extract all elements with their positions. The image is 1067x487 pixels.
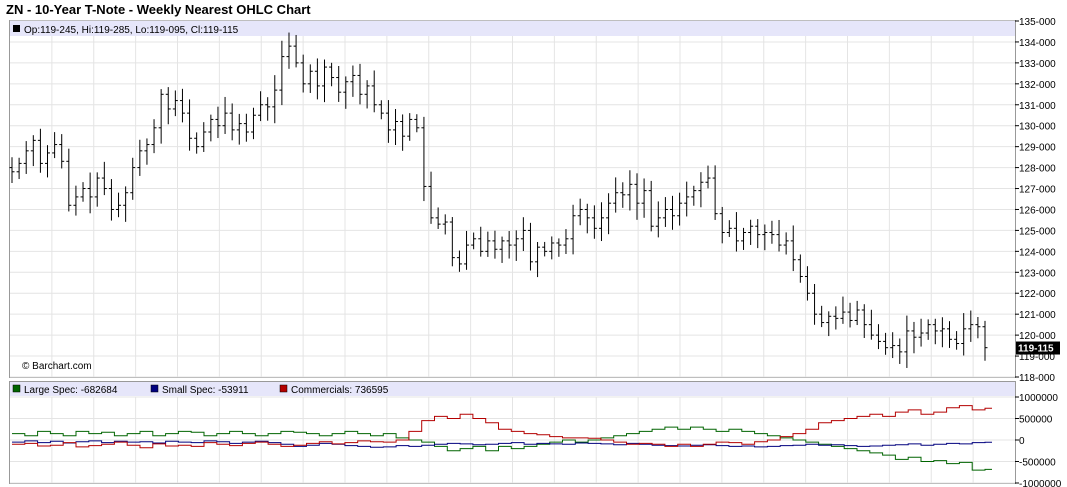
last-price-tag: [1016, 341, 1060, 355]
cot-lines: [12, 405, 992, 471]
small-spec-line: [12, 440, 992, 448]
cot-tick-label: -500000: [1019, 458, 1056, 469]
price-y-axis: 118-000 119-000 120-000 121-000 122-000 123-0…: [1015, 17, 1056, 384]
commercials-line: [12, 405, 992, 449]
price-tick-label: 122-000: [1019, 289, 1056, 300]
cot-legend-band: [10, 382, 1015, 396]
price-tick-label: 125-000: [1019, 226, 1056, 237]
price-tick-label: 132-000: [1019, 80, 1056, 91]
cot-legend-label: Large Spec: -682684: [24, 385, 118, 396]
price-tick-label: 127-000: [1019, 185, 1056, 196]
chart-title: ZN - 10-Year T-Note - Weekly Nearest OHL…: [6, 2, 311, 17]
price-tick-label: 126-000: [1019, 205, 1056, 216]
price-tick-label: 134-000: [1019, 38, 1056, 49]
copyright-text: © Barchart.com: [22, 361, 92, 372]
cot-tick-label: 500000: [1019, 415, 1053, 426]
last-price-label: 119-115: [1018, 344, 1054, 355]
price-legend-swatch: [13, 25, 20, 32]
cot-legend-label: Commercials: 736595: [291, 385, 389, 396]
cot-legend-label: Small Spec: -53911: [162, 385, 249, 396]
price-grid: [10, 20, 1015, 378]
cot-tick-label: 1000000: [1019, 393, 1058, 404]
price-tick-label: 129-000: [1019, 143, 1056, 154]
price-info-band: [10, 21, 1015, 36]
price-tick-label: 120-000: [1019, 331, 1056, 342]
price-tick-label: 124-000: [1019, 247, 1056, 258]
price-tick-label: 135-000: [1019, 17, 1056, 28]
price-tick-label: 131-000: [1019, 101, 1056, 112]
price-tick-label: 119-000: [1019, 352, 1055, 363]
price-tick-label: 118-000: [1019, 373, 1055, 384]
price-tick-label: 130-000: [1019, 122, 1056, 133]
cot-legend: Large Spec: -682684 Small Spec: -53911 Com…: [12, 384, 389, 396]
price-tick-label: 133-000: [1019, 59, 1056, 70]
cot-tick-label: 0: [1019, 436, 1025, 447]
cot-tick-label: -1000000: [1019, 479, 1062, 487]
cot-y-axis: 1000000 500000 0 -500000 -1000000: [1015, 393, 1062, 487]
price-tick-label: 128-000: [1019, 164, 1056, 175]
price-tick-label: 121-000: [1019, 310, 1056, 321]
price-tick-label: 123-000: [1019, 268, 1056, 279]
cot-legend-swatch: [279, 384, 288, 393]
ohlc-bars: [9, 32, 988, 368]
price-info-text: Op:119-245, Hi:119-285, Lo:119-095, Cl:1…: [24, 25, 239, 36]
cot-legend-swatch: [12, 384, 21, 393]
cot-legend-swatch: [150, 384, 159, 393]
